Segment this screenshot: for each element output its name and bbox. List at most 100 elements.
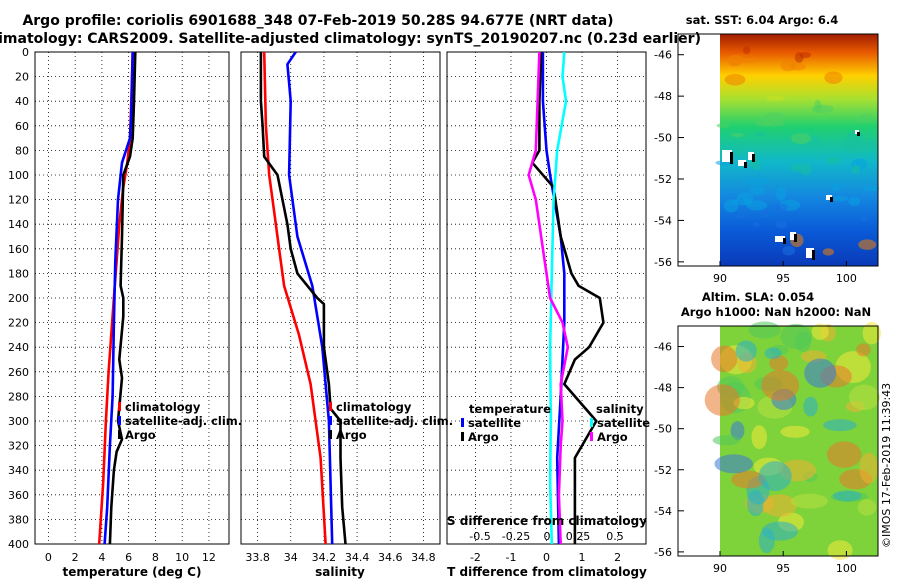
sla-texture-blob bbox=[859, 452, 879, 484]
sla-map bbox=[677, 321, 881, 560]
sst-texture-blob bbox=[862, 185, 879, 192]
sla-texture-blob bbox=[764, 347, 782, 360]
difference-xtick-label: 1 bbox=[579, 551, 586, 564]
legend-swatch-s-satellite bbox=[590, 418, 593, 427]
temperature-xtick-label: 0 bbox=[45, 551, 52, 564]
map-ytick-label: -48 bbox=[654, 382, 672, 395]
depth-tick-label: 380 bbox=[8, 513, 29, 526]
map-ytick-label: -54 bbox=[654, 505, 672, 518]
legend-swatch-satellite bbox=[329, 416, 332, 425]
salinity-xtick-label: 34.2 bbox=[312, 551, 337, 564]
s-difference-tick-label: 0 bbox=[544, 530, 551, 543]
s-difference-tick-label: 0.5 bbox=[606, 530, 624, 543]
sst-land-edge bbox=[794, 234, 797, 242]
map-xtick-label: 95 bbox=[776, 272, 790, 285]
depth-tick-label: 240 bbox=[8, 341, 29, 354]
legend-swatch-s-argo bbox=[590, 432, 593, 441]
sst-texture-blob bbox=[824, 71, 843, 84]
temperature-xtick-label: 10 bbox=[175, 551, 189, 564]
sst-texture-blob bbox=[858, 114, 873, 123]
sst-texture-blob bbox=[728, 62, 740, 67]
sla-texture-blob bbox=[862, 321, 881, 345]
difference-panel bbox=[446, 51, 647, 545]
sla-texture-blob bbox=[769, 355, 789, 371]
salinity-xtick-label: 34.4 bbox=[345, 551, 370, 564]
difference-xtick-label: -1 bbox=[505, 551, 516, 564]
sst-texture-blob bbox=[724, 73, 746, 86]
s-difference-tick-label: -0.25 bbox=[502, 530, 530, 543]
sst-nodata-patch bbox=[722, 150, 732, 162]
sst-texture-blob bbox=[716, 123, 730, 129]
sla-texture-blob bbox=[780, 425, 810, 438]
depth-tick-label: 260 bbox=[8, 366, 29, 379]
sla-texture-blob bbox=[761, 521, 799, 541]
sla-map-subtitle: Argo h1000: NaN h2000: NaN bbox=[681, 305, 871, 319]
salinity-line-argo bbox=[259, 52, 347, 544]
sst-texture-blob bbox=[775, 187, 787, 201]
depth-tick-label: 160 bbox=[8, 243, 29, 256]
depth-tick-label: 20 bbox=[15, 71, 29, 84]
legend-title-temperature: temperature bbox=[469, 402, 551, 416]
sst-texture-blob bbox=[791, 133, 812, 144]
sst-land-edge bbox=[812, 250, 815, 260]
sst-nodata-patch bbox=[826, 195, 832, 200]
sst-land-edge bbox=[730, 152, 733, 164]
temperature-xtick-label: 6 bbox=[125, 551, 132, 564]
sla-texture-blob bbox=[704, 384, 740, 416]
temperature-line-satellite-adj-clim- bbox=[103, 52, 134, 544]
sst-texture-blob bbox=[858, 239, 877, 250]
map-xtick-label: 100 bbox=[836, 272, 857, 285]
salinity-xtick-label: 34 bbox=[284, 551, 298, 564]
sst-texture-blob bbox=[822, 248, 835, 256]
sst-texture-blob bbox=[742, 46, 751, 55]
sla-texture-blob bbox=[849, 384, 880, 411]
sla-map-title: Altim. SLA: 0.054 bbox=[702, 290, 814, 304]
legend-label-t-satellite: satellite bbox=[468, 416, 521, 430]
depth-tick-label: 0 bbox=[22, 46, 29, 59]
map-xtick-label: 90 bbox=[713, 272, 727, 285]
sst-texture-blob bbox=[731, 132, 744, 138]
map-ytick-label: -56 bbox=[654, 546, 672, 559]
sla-map-frame bbox=[677, 325, 879, 557]
map-ytick-label: -48 bbox=[654, 90, 672, 103]
sst-texture-blob bbox=[832, 195, 849, 202]
sst-texture-blob bbox=[764, 112, 786, 123]
salinity-xtick-label: 34.8 bbox=[411, 551, 436, 564]
sla-texture-blob bbox=[751, 425, 767, 450]
tick-layer: 0 2 4 6 8 10 12 33.8 34 34.2 34.4 34.6 34.8 -2 -1 0 1 202… bbox=[8, 46, 624, 564]
sst-texture-blob bbox=[848, 197, 861, 206]
sla-texture-blob bbox=[826, 441, 862, 468]
depth-tick-label: 400 bbox=[8, 538, 29, 551]
sst-texture-blob bbox=[782, 245, 795, 256]
map-ticks: -46 -48 -50 -52 -54 -56 90 95 100 -46 -48 -50 -52 -54… bbox=[654, 49, 857, 575]
difference-series bbox=[527, 52, 605, 544]
sst-texture-blob bbox=[851, 164, 861, 174]
sst-nodata-patch bbox=[775, 236, 785, 242]
sst-map-texture bbox=[715, 46, 879, 260]
sst-land-edge bbox=[752, 154, 755, 162]
legend-label-argo: Argo bbox=[336, 428, 367, 442]
map-ytick-label: -50 bbox=[654, 132, 672, 145]
temperature-xtick-label: 8 bbox=[152, 551, 159, 564]
depth-tick-label: 220 bbox=[8, 317, 29, 330]
depth-tick-label: 200 bbox=[8, 292, 29, 305]
map-ytick-label: -52 bbox=[654, 464, 672, 477]
sla-texture-blob bbox=[711, 345, 738, 373]
sst-texture-blob bbox=[790, 163, 801, 172]
temperature-series bbox=[97, 52, 137, 544]
sla-texture-blob bbox=[823, 419, 857, 432]
map-ytick-label: -56 bbox=[654, 256, 672, 269]
depth-tick-label: 180 bbox=[8, 267, 29, 280]
sst-texture-blob bbox=[854, 142, 868, 147]
depth-tick-label: 80 bbox=[15, 144, 29, 157]
sst-nodata-patch bbox=[790, 232, 796, 240]
temperature-xtick-label: 12 bbox=[202, 551, 216, 564]
sla-texture-blob bbox=[780, 323, 813, 350]
map-xtick-label: 100 bbox=[836, 562, 857, 575]
sla-map-texture bbox=[704, 321, 881, 560]
salinity-xtick-label: 34.6 bbox=[378, 551, 403, 564]
sst-map-frame bbox=[677, 33, 879, 267]
sla-texture-blob bbox=[857, 498, 877, 516]
sst-texture-blob bbox=[780, 60, 796, 72]
